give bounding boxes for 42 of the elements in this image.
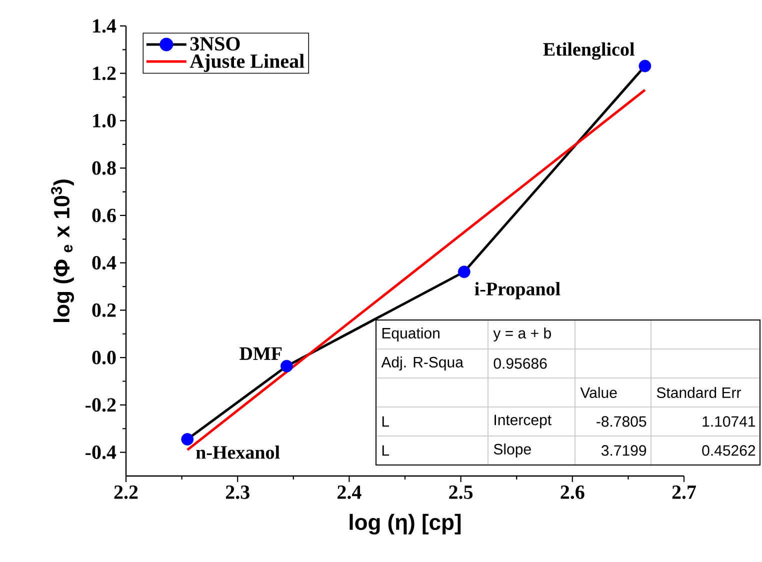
y-tick-label: 1.4 (93, 19, 116, 33)
annotation: L (382, 445, 390, 456)
y-tick-label: 1.2 (93, 66, 116, 80)
annotation: y = a + b (493, 327, 551, 342)
y-tick-label: 1.0 (93, 114, 116, 128)
y-tick-label: 0.6 (92, 208, 116, 222)
annotation: n-Hexanol (196, 445, 280, 459)
y-tick-label: 0.2 (92, 303, 116, 317)
x-tick-label: 2.3 (226, 485, 250, 500)
x-tick-label: 2.2 (114, 485, 138, 500)
annotation: Adj. R-Squa (381, 356, 464, 370)
y-tick-label: 0.0 (92, 350, 116, 364)
annotation: Standard Err (656, 386, 741, 398)
point (181, 433, 194, 446)
annotation: 0.95686 (494, 358, 547, 369)
y-tick-label: 0.8 (92, 161, 116, 175)
point (638, 60, 652, 72)
annotation: Equation (382, 327, 440, 342)
x-tick-label: 2.5 (449, 485, 473, 500)
annotation: DMF (240, 347, 282, 360)
point (280, 360, 293, 372)
legend-label: Ajuste Lineal (190, 54, 304, 72)
x-tick-label: 2.7 (672, 485, 696, 500)
annotation: Etilenglicol (543, 42, 634, 60)
y-axis-title: log (Φ $_{e}$ x 10$^{3}$) (51, 180, 74, 322)
annotation: L (382, 416, 390, 427)
annotation: i-Propanol (474, 282, 560, 300)
annotation: Slope (494, 443, 531, 458)
text: 0.45262 (702, 445, 756, 456)
annotation: 3.7199 (602, 445, 646, 456)
annotation: -8.7805 (596, 416, 646, 427)
y-tick-label: -0.4 (86, 446, 116, 460)
annotation: Value (580, 386, 617, 398)
x-axis-title: log (η) [cp] (350, 514, 461, 534)
legend-label: 3NSO (190, 37, 240, 51)
x-tick-label: 2.6 (560, 485, 584, 500)
y-tick-label: 0.4 (92, 256, 116, 270)
text: 1.10741 (702, 416, 756, 427)
x-tick-label: 2.4 (338, 485, 362, 500)
point (458, 266, 470, 278)
y-tick-label: -0.2 (86, 398, 116, 412)
annotation: Intercept (494, 414, 552, 428)
